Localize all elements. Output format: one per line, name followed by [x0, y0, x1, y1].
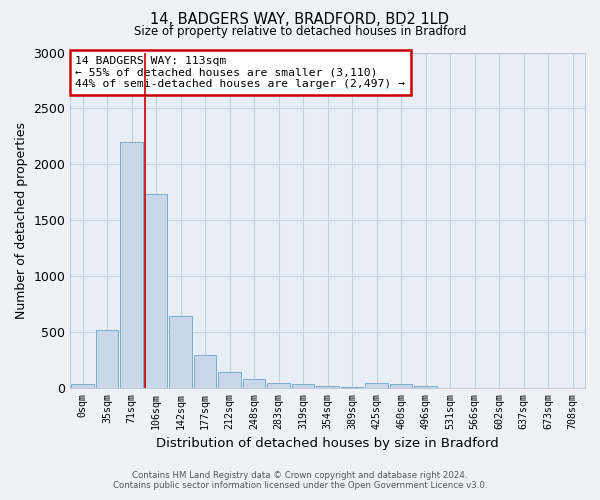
Bar [415, 386, 437, 388]
Bar [145, 194, 167, 388]
Text: Contains public sector information licensed under the Open Government Licence v3: Contains public sector information licen… [113, 481, 487, 490]
Text: 14, BADGERS WAY, BRADFORD, BD2 1LD: 14, BADGERS WAY, BRADFORD, BD2 1LD [151, 12, 449, 28]
Bar [218, 372, 241, 388]
Bar [390, 384, 412, 388]
X-axis label: Distribution of detached houses by size in Bradford: Distribution of detached houses by size … [156, 437, 499, 450]
Bar [71, 384, 94, 388]
Bar [292, 384, 314, 388]
Bar [169, 316, 192, 388]
Bar [243, 379, 265, 388]
Y-axis label: Number of detached properties: Number of detached properties [15, 122, 28, 318]
Text: Size of property relative to detached houses in Bradford: Size of property relative to detached ho… [134, 25, 466, 38]
Bar [268, 383, 290, 388]
Text: Contains HM Land Registry data © Crown copyright and database right 2024.: Contains HM Land Registry data © Crown c… [132, 471, 468, 480]
Bar [194, 356, 217, 388]
Bar [316, 386, 339, 388]
Text: 14 BADGERS WAY: 113sqm
← 55% of detached houses are smaller (3,110)
44% of semi-: 14 BADGERS WAY: 113sqm ← 55% of detached… [76, 56, 406, 89]
Bar [365, 384, 388, 388]
Bar [341, 386, 364, 388]
Bar [120, 142, 143, 388]
Bar [96, 330, 118, 388]
